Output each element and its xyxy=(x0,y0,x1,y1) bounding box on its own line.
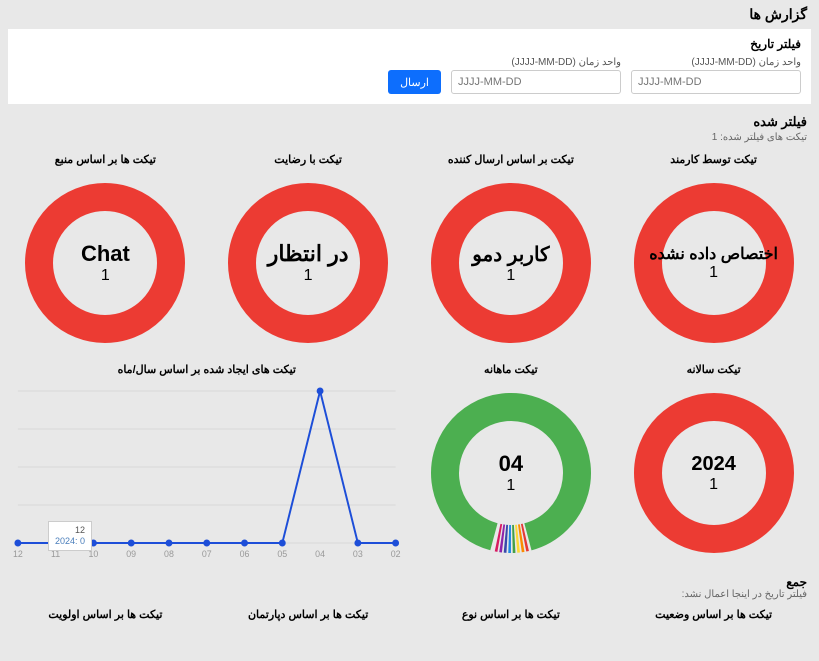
svg-text:07: 07 xyxy=(202,549,212,559)
donut-value-3: 1 xyxy=(81,267,130,285)
donut-label-3: Chat xyxy=(81,241,130,267)
date-from-field: واحد زمان (JJJJ-MM-DD) xyxy=(631,57,801,94)
svg-text:08: 08 xyxy=(164,549,174,559)
donut-card-0: تیکت توسط کارمند اختصاص داده نشده1 xyxy=(616,149,811,359)
card-month-title: تیکت ماهانه xyxy=(484,363,538,377)
donut-card-3: تیکت ها بر اساس منبع Chat1 xyxy=(8,149,203,359)
filtered-title: فیلتر شده xyxy=(0,112,819,130)
filtered-subtitle: تیکت های فیلتر شده: 1 xyxy=(0,130,819,149)
donut-month-label: 04 xyxy=(499,451,523,477)
donut-label-2: در انتظار xyxy=(268,241,349,267)
date-from-label: واحد زمان (JJJJ-MM-DD) xyxy=(631,57,801,68)
bottom-title-1: تیکت ها بر اساس نوع xyxy=(414,608,609,621)
donut-0: اختصاص داده نشده1 xyxy=(624,173,804,353)
donut-title-0: تیکت توسط کارمند xyxy=(670,153,757,167)
date-to-field: واحد زمان (JJJJ-MM-DD) xyxy=(451,57,621,94)
svg-text:03: 03 xyxy=(353,549,363,559)
donut-year-value: 1 xyxy=(691,476,736,494)
linechart-title: تیکت های ایجاد شده بر اساس سال/ماه xyxy=(118,363,296,377)
sum-section: جمع فیلتر تاریخ در اینجا اعمال نشد: xyxy=(0,569,819,600)
donut-label-0: اختصاص داده نشده xyxy=(649,244,778,264)
donut-label-1: کاربر دمو xyxy=(472,242,549,267)
tooltip-top: 12 xyxy=(55,525,85,536)
donut-year-label: 2024 xyxy=(691,453,736,476)
card-linechart: تیکت های ایجاد شده بر اساس سال/ماه 02 03 0… xyxy=(8,359,406,569)
card-year-title: تیکت سالانه xyxy=(687,363,741,377)
donut-row-1: تیکت توسط کارمنداختصاص داده نشده1تیکت بر… xyxy=(0,149,819,359)
tooltip-bottom: 0 :2024 xyxy=(55,536,85,547)
donut-title-2: تیکت با رضایت xyxy=(274,153,342,167)
svg-text:02: 02 xyxy=(391,549,401,559)
svg-text:06: 06 xyxy=(240,549,250,559)
donut-value-0: 1 xyxy=(649,264,778,282)
donut-card-1: تیکت بر اساس ارسال کننده کاربر دمو1 xyxy=(414,149,609,359)
linechart-tooltip: 12 0 :2024 xyxy=(48,521,92,551)
donut-3: Chat1 xyxy=(15,173,195,353)
donut-month-value: 1 xyxy=(499,477,523,495)
page-title: گزارش ها xyxy=(0,0,819,25)
linechart-box: 0203040506070809101112 12 0 :2024 xyxy=(10,383,404,561)
donut-1: کاربر دمو1 xyxy=(421,173,601,353)
bottom-title-2: تیکت ها بر اساس دپارتمان xyxy=(211,608,406,621)
bottom-titles-row: تیکت ها بر اساس وضعیت تیکت ها بر اساس نوع… xyxy=(0,600,819,621)
date-to-input[interactable] xyxy=(451,70,621,94)
sum-title: جمع xyxy=(12,575,807,589)
donut-title-1: تیکت بر اساس ارسال کننده xyxy=(448,153,574,167)
donut-year: 2024 1 xyxy=(624,383,804,563)
date-to-label: واحد زمان (JJJJ-MM-DD) xyxy=(451,57,621,68)
submit-button[interactable]: ارسال xyxy=(388,70,441,94)
svg-text:04: 04 xyxy=(315,549,325,559)
donut-value-1: 1 xyxy=(472,267,549,285)
donut-2: در انتظار1 xyxy=(218,173,398,353)
filter-title: فیلتر تاریخ xyxy=(18,37,801,51)
donut-card-2: تیکت با رضایت در انتظار1 xyxy=(211,149,406,359)
donut-row-2: تیکت سالانه 2024 1 تیکت ماهانه 04 1 تیکت… xyxy=(0,359,819,569)
date-from-input[interactable] xyxy=(631,70,801,94)
donut-value-2: 1 xyxy=(268,267,349,285)
card-year: تیکت سالانه 2024 1 xyxy=(616,359,811,569)
sum-subtitle: فیلتر تاریخ در اینجا اعمال نشد: xyxy=(12,589,807,600)
svg-text:05: 05 xyxy=(277,549,287,559)
date-filter-card: فیلتر تاریخ واحد زمان (JJJJ-MM-DD) واحد … xyxy=(8,29,811,104)
bottom-title-3: تیکت ها بر اساس اولویت xyxy=(8,608,203,621)
donut-month: 04 1 xyxy=(421,383,601,563)
svg-text:12: 12 xyxy=(13,549,23,559)
bottom-title-0: تیکت ها بر اساس وضعیت xyxy=(616,608,811,621)
svg-text:09: 09 xyxy=(126,549,136,559)
card-month: تیکت ماهانه 04 1 xyxy=(414,359,609,569)
donut-title-3: تیکت ها بر اساس منبع xyxy=(55,153,156,167)
